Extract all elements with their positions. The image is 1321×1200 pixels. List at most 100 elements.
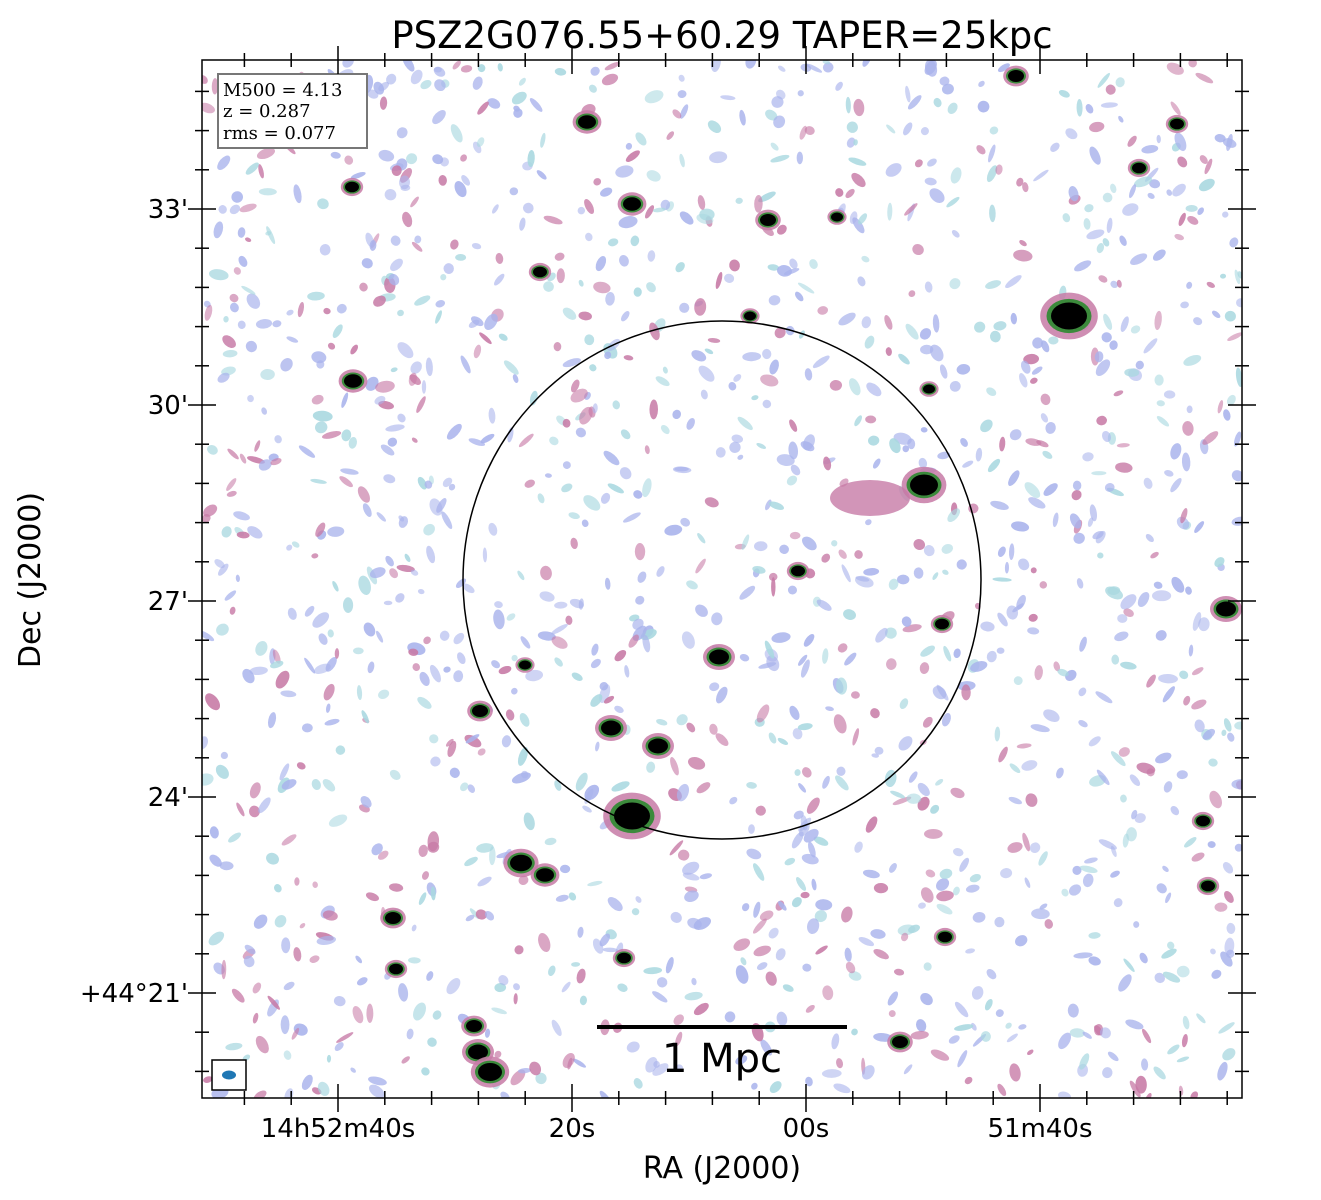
noise-speckle — [317, 1081, 330, 1096]
noise-speckle — [324, 718, 340, 726]
info-box: M500 = 4.13 z = 0.287 rms = 0.077 — [217, 73, 368, 149]
plot-frame — [201, 59, 1243, 1099]
noise-speckle — [398, 983, 409, 1002]
noise-speckle — [797, 282, 815, 294]
noise-speckle — [231, 191, 244, 203]
noise-speckle — [218, 563, 229, 576]
noise-speckle — [1010, 312, 1017, 325]
noise-speckle — [255, 1035, 269, 1054]
noise-speckle — [1191, 852, 1205, 862]
noise-speckle — [1181, 1033, 1188, 1048]
noise-speckle — [417, 588, 425, 595]
noise-speckle — [1039, 581, 1048, 589]
noise-speckle — [1022, 832, 1031, 852]
noise-speckle — [430, 886, 436, 901]
noise-speckle — [435, 300, 446, 308]
noise-speckle — [700, 389, 708, 400]
noise-speckle — [1178, 212, 1186, 226]
noise-speckle — [619, 467, 632, 480]
noise-speckle — [442, 477, 453, 488]
noise-speckle — [923, 962, 932, 971]
noise-speckle — [631, 908, 640, 916]
noise-speckle — [835, 775, 849, 791]
noise-speckle — [628, 634, 639, 648]
noise-speckle — [759, 910, 774, 921]
noise-speckle — [942, 569, 949, 575]
noise-speckle — [1195, 72, 1214, 84]
noise-speckle — [518, 875, 529, 885]
noise-speckle — [796, 877, 807, 891]
noise-speckle — [698, 365, 715, 382]
noise-speckle — [1155, 630, 1167, 641]
noise-speckle — [1073, 952, 1093, 959]
noise-speckle — [539, 591, 555, 602]
noise-speckle — [887, 991, 899, 1006]
x-tick-label: 00s — [783, 1114, 830, 1144]
noise-speckle — [266, 852, 279, 865]
noise-speckle — [462, 583, 475, 594]
noise-speckle — [997, 63, 1010, 73]
noise-speckle — [1183, 695, 1191, 706]
noise-speckle — [913, 538, 926, 551]
noise-speckle — [841, 564, 851, 583]
noise-speckle — [294, 877, 300, 886]
noise-speckle — [733, 374, 742, 382]
noise-speckle — [1145, 534, 1154, 543]
noise-speckle — [1177, 156, 1188, 168]
noise-speckle — [579, 995, 587, 1006]
noise-speckle — [1194, 719, 1205, 733]
noise-speckle — [985, 280, 1002, 289]
noise-speckle — [245, 162, 259, 175]
noise-speckle — [554, 657, 563, 667]
noise-speckle — [430, 756, 441, 767]
noise-speckle — [334, 1042, 344, 1051]
noise-speckle — [1176, 965, 1190, 978]
noise-speckle — [1133, 176, 1153, 188]
noise-speckle — [950, 787, 965, 799]
noise-speckle — [1170, 478, 1182, 493]
noise-speckle — [1229, 237, 1239, 248]
noise-speckle — [1062, 213, 1071, 223]
source-core — [709, 649, 729, 665]
noise-speckle — [551, 636, 568, 649]
noise-speckle — [709, 151, 728, 164]
noise-speckle — [355, 955, 363, 964]
noise-speckle — [950, 167, 962, 184]
noise-speckle — [768, 572, 778, 581]
y-tick-label: +44°21' — [80, 979, 188, 1009]
noise-speckle — [677, 849, 690, 861]
noise-speckle — [404, 553, 411, 563]
noise-speckle — [1034, 665, 1043, 681]
noise-speckle — [1016, 594, 1026, 610]
noise-speckle — [870, 708, 880, 719]
noise-speckle — [1236, 298, 1242, 308]
noise-speckle — [748, 824, 755, 834]
noise-speckle — [797, 723, 813, 731]
noise-speckle — [789, 258, 798, 269]
noise-speckle — [855, 575, 874, 588]
noise-speckle — [595, 741, 600, 752]
noise-speckle — [999, 436, 1006, 452]
noise-speckle — [519, 217, 526, 231]
noise-speckle — [704, 497, 719, 508]
noise-speckle — [1185, 586, 1192, 595]
noise-speckle — [207, 444, 218, 455]
noise-speckle — [527, 149, 535, 168]
noise-speckle — [1156, 400, 1165, 407]
noise-speckle — [555, 894, 569, 902]
noise-speckle — [635, 595, 645, 605]
noise-speckle — [825, 706, 834, 712]
noise-speckle — [739, 653, 750, 662]
noise-speckle — [267, 995, 280, 1010]
noise-speckle — [777, 737, 789, 745]
noise-speckle — [604, 577, 611, 590]
noise-speckle — [888, 1010, 896, 1018]
noise-speckle — [1089, 504, 1098, 522]
noise-speckle — [969, 873, 981, 883]
noise-speckle — [1110, 280, 1119, 289]
noise-speckle — [518, 77, 526, 86]
noise-speckle — [397, 342, 414, 359]
noise-speckle — [1120, 661, 1137, 670]
noise-speckle — [215, 764, 229, 779]
noise-speckle — [978, 80, 985, 88]
